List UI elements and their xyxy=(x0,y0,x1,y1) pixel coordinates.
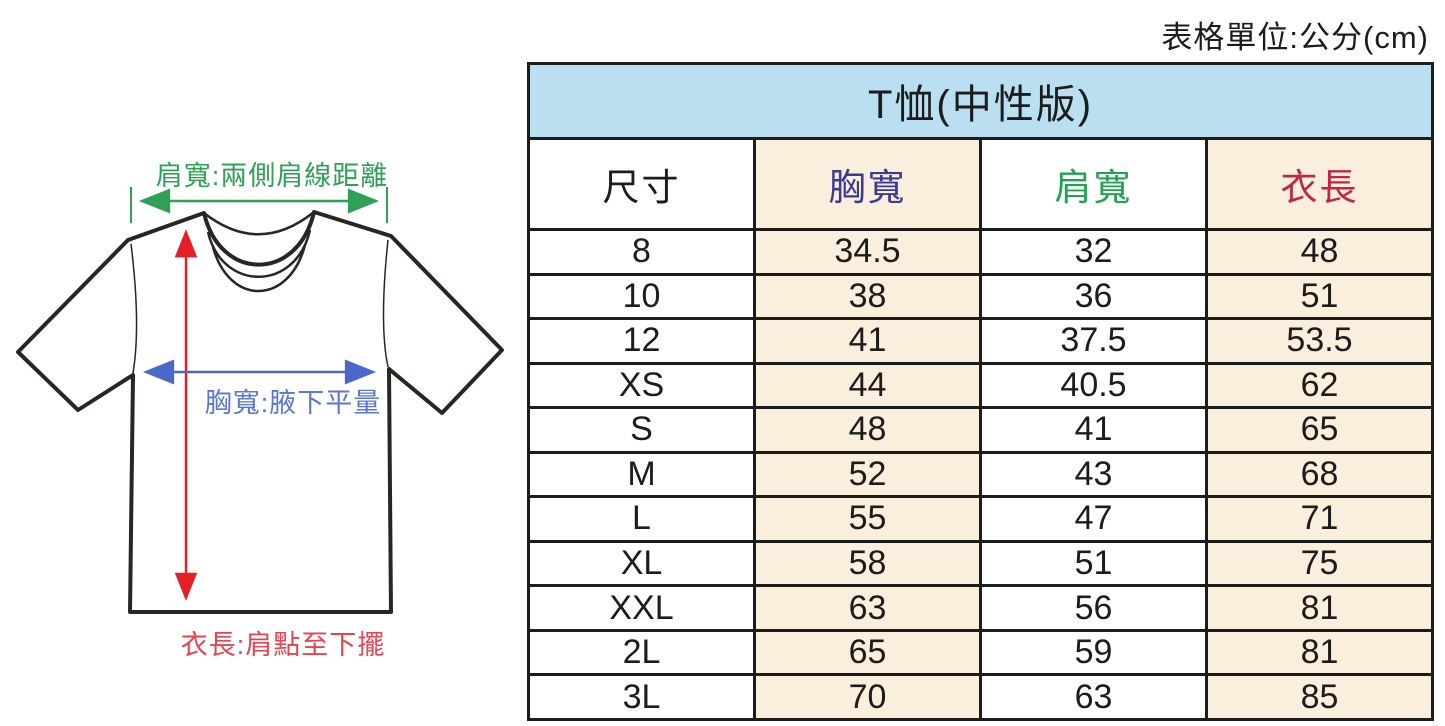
cell-chest: 70 xyxy=(753,673,982,721)
cell-length: 81 xyxy=(1205,628,1434,677)
cell-chest: 55 xyxy=(753,495,982,543)
cell-shoulder: 37.5 xyxy=(979,317,1208,365)
cell-size: XL xyxy=(527,539,756,588)
cell-chest: 65 xyxy=(753,628,982,677)
cell-chest: 38 xyxy=(753,272,982,321)
table-row: 12 41 37.5 53.5 xyxy=(527,317,1434,365)
chest-width-label: 胸寬:腋下平量 xyxy=(204,388,382,418)
table-row: XL 58 51 75 xyxy=(527,539,1434,588)
cell-shoulder: 32 xyxy=(979,228,1208,276)
cell-shoulder: 56 xyxy=(979,584,1208,632)
cell-length: 68 xyxy=(1205,450,1434,499)
length-label: 衣長:肩點至下擺 xyxy=(180,630,386,660)
table-row: 2L 65 59 81 xyxy=(527,628,1434,677)
cell-length: 71 xyxy=(1205,495,1434,543)
cell-shoulder: 59 xyxy=(979,628,1208,677)
cell-shoulder: 51 xyxy=(979,539,1208,588)
cell-size: 12 xyxy=(527,317,756,365)
cell-shoulder: 63 xyxy=(979,673,1208,721)
table-row: XXL 63 56 81 xyxy=(527,584,1434,632)
cell-chest: 44 xyxy=(753,361,982,410)
table-unit-note: 表格單位:公分(cm) xyxy=(1161,20,1429,55)
cell-length: 62 xyxy=(1205,361,1434,410)
cell-size: 2L xyxy=(527,628,756,677)
cell-size: 3L xyxy=(527,673,756,721)
table-row: XS 44 40.5 62 xyxy=(527,361,1434,410)
tshirt-measurement-diagram: 肩寬:兩側肩線距離 胸寬:腋下平量 衣長:肩點至下擺 xyxy=(0,140,520,700)
table-row: 10 38 36 51 xyxy=(527,272,1434,321)
collar-band-inner xyxy=(211,244,307,293)
cell-shoulder: 40.5 xyxy=(979,361,1208,410)
cell-length: 51 xyxy=(1205,272,1434,321)
cell-chest: 52 xyxy=(753,450,982,499)
table-title-row: T恤(中性版) xyxy=(527,62,1434,140)
tshirt-outline xyxy=(16,210,504,614)
table-row: S 48 41 65 xyxy=(527,406,1434,454)
cell-length: 81 xyxy=(1205,584,1434,632)
header-size: 尺寸 xyxy=(527,137,756,231)
cell-length: 85 xyxy=(1205,673,1434,721)
cell-size: XS xyxy=(527,361,756,410)
cell-chest: 48 xyxy=(753,406,982,454)
table-row: 3L 70 63 85 xyxy=(527,673,1434,721)
header-shoulder: 肩寬 xyxy=(979,137,1208,231)
cell-size: S xyxy=(527,406,756,454)
cell-size: XXL xyxy=(527,584,756,632)
cell-shoulder: 41 xyxy=(979,406,1208,454)
cell-shoulder: 43 xyxy=(979,450,1208,499)
cell-chest: 34.5 xyxy=(753,228,982,276)
cell-chest: 41 xyxy=(753,317,982,365)
tshirt-diagram-svg xyxy=(16,187,504,614)
cell-shoulder: 36 xyxy=(979,272,1208,321)
cell-size: 10 xyxy=(527,272,756,321)
cell-length: 75 xyxy=(1205,539,1434,588)
table-title: T恤(中性版) xyxy=(527,62,1434,140)
table-row: 8 34.5 32 48 xyxy=(527,228,1434,276)
table-row: M 52 43 68 xyxy=(527,450,1434,499)
cell-chest: 58 xyxy=(753,539,982,588)
left-sleeve-seam xyxy=(130,243,138,374)
header-length: 衣長 xyxy=(1205,137,1434,231)
cell-size: M xyxy=(527,450,756,499)
table-header-row: 尺寸 胸寬 肩寬 衣長 xyxy=(527,137,1434,231)
size-chart-table: T恤(中性版) 尺寸 胸寬 肩寬 衣長 8 34.5 32 48 10 38 3… xyxy=(527,62,1434,721)
header-chest: 胸寬 xyxy=(753,137,982,231)
cell-size: 8 xyxy=(527,228,756,276)
collar-back-curve xyxy=(203,211,315,236)
cell-shoulder: 47 xyxy=(979,495,1208,543)
cell-length: 48 xyxy=(1205,228,1434,276)
cell-length: 53.5 xyxy=(1205,317,1434,365)
shoulder-width-label: 肩寬:兩側肩線距離 xyxy=(155,161,389,191)
right-sleeve-seam xyxy=(382,239,389,368)
cell-size: L xyxy=(527,495,756,543)
table-row: L 55 47 71 xyxy=(527,495,1434,543)
cell-length: 65 xyxy=(1205,406,1434,454)
cell-chest: 63 xyxy=(753,584,982,632)
